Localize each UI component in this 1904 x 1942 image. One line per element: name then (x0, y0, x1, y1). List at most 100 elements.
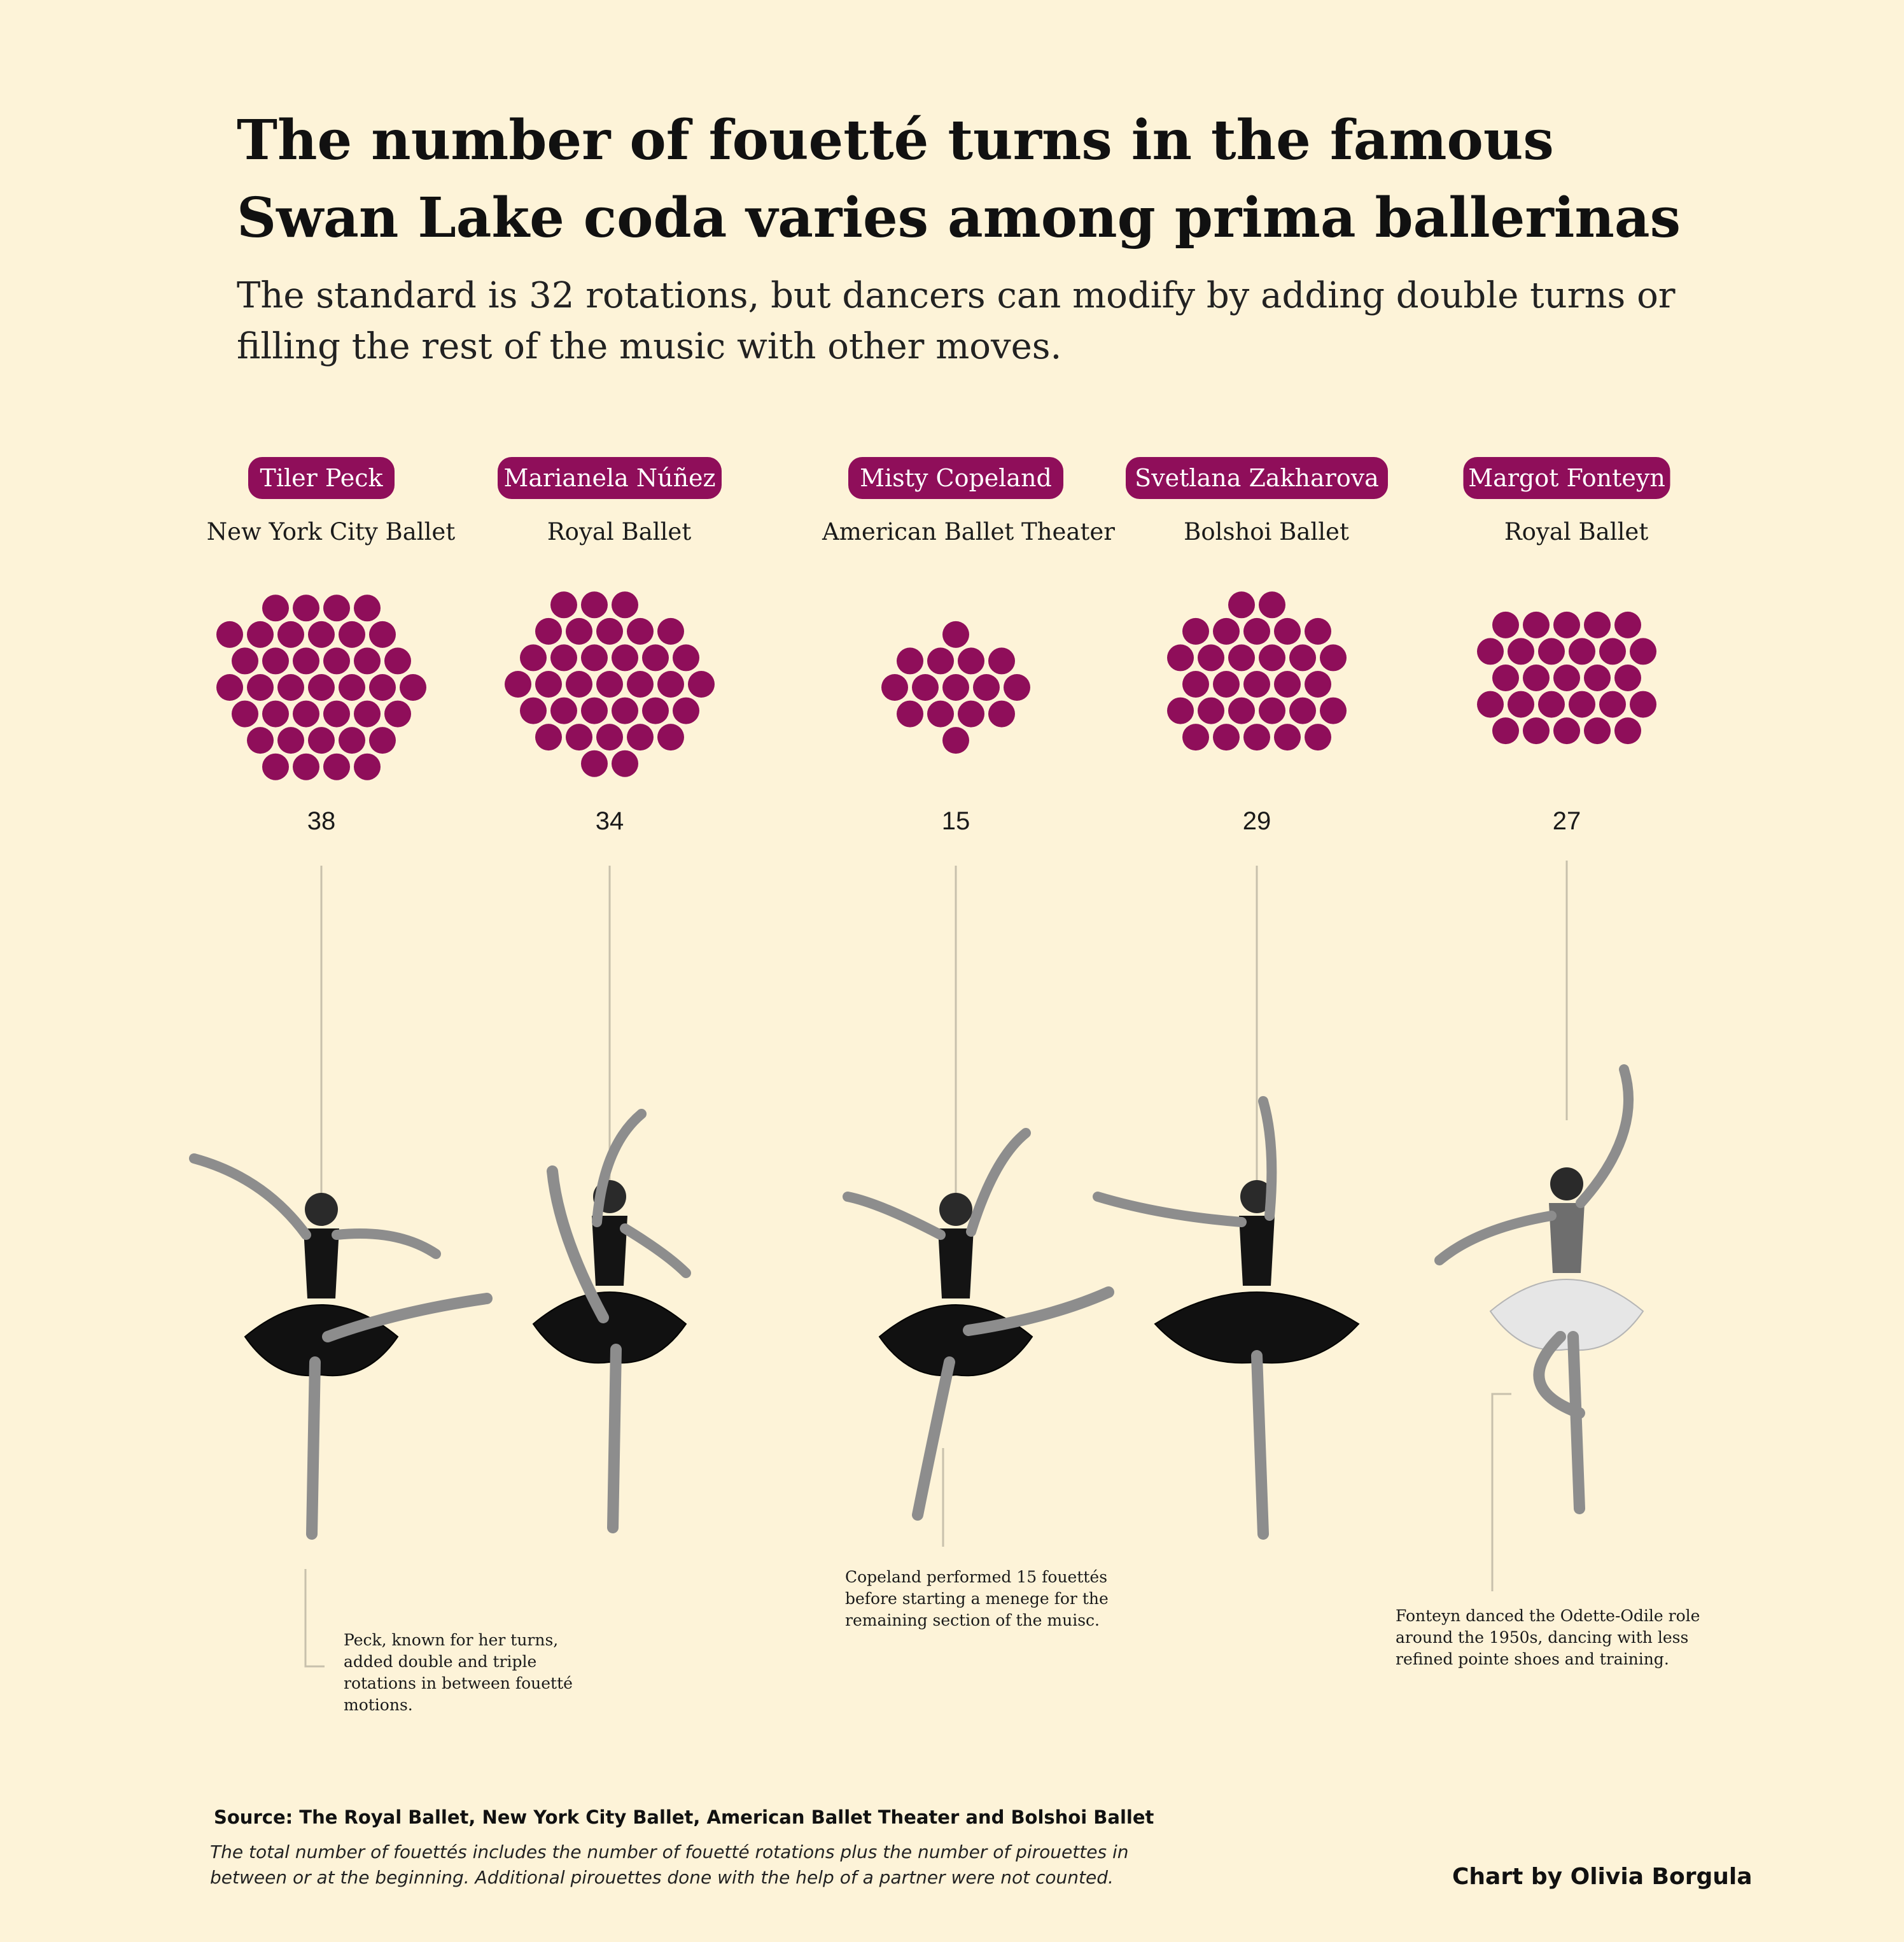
fouette-dot (1182, 671, 1209, 698)
ballerina-left-arm (1434, 1211, 1557, 1265)
fouette-dot (973, 674, 1000, 701)
ballerina-photo (189, 1153, 493, 1540)
fouette-dot (293, 753, 319, 780)
fouette-dot (1004, 674, 1030, 701)
fouette-dot (505, 671, 531, 698)
fouette-dot (1182, 617, 1209, 645)
fouette-dot (988, 647, 1015, 675)
ballerina-standing-leg (1567, 1331, 1585, 1514)
ballerina-standing-leg (1251, 1350, 1269, 1540)
footnote: The total number of fouettés includes th… (210, 1841, 1129, 1888)
fouette-dot (581, 591, 608, 619)
fouette-dot (277, 621, 304, 648)
fouette-count: 34 (596, 807, 624, 835)
fouette-dot (1305, 617, 1331, 645)
fouette-dot (612, 591, 638, 619)
fouette-dot (988, 700, 1015, 728)
fouette-chart: Tiler Peck New York City Ballet 38 Peck, kn… (189, 457, 1700, 1714)
ballerina-standing-leg (306, 1356, 321, 1540)
company-label: Royal Ballet (1504, 518, 1649, 545)
fouette-dot (1492, 717, 1519, 745)
ballerina-right-arm (1576, 1064, 1634, 1208)
dancer-name: Tiler Peck (260, 464, 383, 492)
fouette-dot (369, 621, 396, 648)
ballerina-photo (1434, 1064, 1644, 1514)
fouette-dot (247, 674, 274, 701)
fouette-dot (1553, 665, 1580, 691)
fouette-dot (927, 700, 954, 728)
annotation-line: around the 1950s, dancing with less (1396, 1628, 1688, 1647)
fouette-dot (339, 674, 365, 701)
fouette-dot (232, 647, 258, 675)
fouette-dot (247, 621, 274, 648)
fouette-dot (535, 617, 562, 645)
fouette-dot (1614, 665, 1641, 691)
fouette-dot (323, 595, 350, 622)
ballerina-left-arm (843, 1192, 946, 1240)
ballerina-tutu (1154, 1291, 1360, 1364)
fouette-dot (657, 671, 684, 698)
fouette-dot (1213, 617, 1240, 645)
ballerina-tutu (878, 1304, 1033, 1377)
annotation-leader (1491, 1393, 1511, 1591)
ballerina-bodice (592, 1216, 627, 1286)
fouette-dot (1243, 724, 1270, 751)
fouette-dot (596, 617, 623, 645)
fouette-dot (1305, 671, 1331, 698)
fouette-dot (1305, 724, 1331, 751)
annotation-line: refined pointe shoes and training. (1396, 1650, 1669, 1668)
annotation-line: Copeland performed 15 fouettés (845, 1568, 1107, 1586)
fouette-dot (1614, 717, 1641, 745)
fouette-dot (1584, 717, 1611, 745)
ballerina-raised-leg (547, 1165, 609, 1323)
fouette-dot (247, 727, 274, 754)
fouette-dot (627, 671, 654, 698)
fouette-dot (612, 750, 638, 777)
fouette-count: 29 (1243, 807, 1271, 835)
ballerina-head (939, 1193, 972, 1226)
fouette-dot (232, 700, 258, 728)
annotation-text: Copeland performed 15 fouettés before sta… (845, 1568, 1109, 1629)
fouette-dot (1213, 671, 1240, 698)
fouette-dot (369, 727, 396, 754)
fouette-dot (566, 617, 592, 645)
fouette-dot (1492, 611, 1519, 638)
dancer-name: Margot Fonteyn (1468, 464, 1665, 492)
ballerina-photo (1093, 1096, 1360, 1540)
fouette-dot (1630, 691, 1656, 718)
fouette-dot (1599, 691, 1626, 718)
fouette-dot (657, 617, 684, 645)
ballerina-left-arm (1093, 1192, 1247, 1227)
fouette-dot (1584, 611, 1611, 638)
ballerina-head (1240, 1180, 1273, 1213)
ballerina-raised-leg (322, 1293, 493, 1342)
fouette-dot (1228, 591, 1255, 619)
fouette-dot (942, 727, 969, 754)
fouette-dot (1289, 644, 1316, 672)
fouette-dot (1569, 638, 1595, 665)
fouette-dot (881, 674, 908, 701)
fouette-dot (1508, 638, 1534, 665)
fouette-dot (958, 647, 984, 675)
fouette-dot (323, 647, 350, 675)
company-label: American Ballet Theater (822, 518, 1115, 545)
fouette-dot (1289, 697, 1316, 724)
fouette-dot (1553, 611, 1580, 638)
fouette-dot (1198, 697, 1224, 724)
fouette-dot (1492, 665, 1519, 691)
fouette-dot (354, 595, 381, 622)
fouette-dot (400, 674, 426, 701)
fouette-dot (1259, 591, 1285, 619)
fouette-dot (262, 647, 289, 675)
ballerina-head (1550, 1167, 1583, 1200)
fouette-dot (673, 697, 699, 724)
company-label: Bolshoi Ballet (1184, 518, 1349, 545)
fouette-dot (1320, 644, 1347, 672)
fouette-dot (339, 621, 365, 648)
fouette-dot (1274, 671, 1301, 698)
fouette-dot (339, 727, 365, 754)
ballerina-head (305, 1193, 338, 1226)
fouette-dot (596, 724, 623, 751)
dancer-name: Marianela Núñez (503, 464, 715, 492)
ballerina-tutu (244, 1304, 399, 1377)
